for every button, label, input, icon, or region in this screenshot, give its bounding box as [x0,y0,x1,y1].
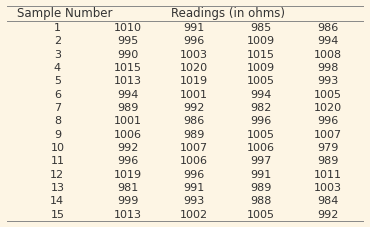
Text: 982: 982 [250,103,272,113]
Text: 996: 996 [117,156,138,166]
Text: 1008: 1008 [313,50,342,60]
Text: 1019: 1019 [114,170,142,180]
Text: 992: 992 [184,103,205,113]
Text: 1020: 1020 [313,103,342,113]
Text: 1010: 1010 [114,23,142,33]
Text: 1006: 1006 [247,143,275,153]
Text: Readings (in ohms): Readings (in ohms) [171,7,285,20]
Text: 12: 12 [50,170,64,180]
Text: 1005: 1005 [313,90,342,100]
Text: 1020: 1020 [180,63,208,73]
Text: 989: 989 [250,183,272,193]
Text: 1005: 1005 [247,76,275,86]
Text: 1005: 1005 [247,130,275,140]
Text: 1003: 1003 [313,183,342,193]
Text: 984: 984 [317,196,338,206]
Text: 995: 995 [117,36,138,46]
Text: 1005: 1005 [247,210,275,220]
Text: 1001: 1001 [114,116,142,126]
Text: 989: 989 [117,103,138,113]
Text: 999: 999 [117,196,138,206]
Text: 998: 998 [317,63,338,73]
Text: 13: 13 [50,183,64,193]
Text: 14: 14 [50,196,64,206]
Text: 979: 979 [317,143,338,153]
Text: 1001: 1001 [180,90,208,100]
Text: 15: 15 [50,210,64,220]
Text: 1015: 1015 [247,50,275,60]
Text: 1009: 1009 [247,36,275,46]
Text: 1011: 1011 [313,170,342,180]
Text: 1006: 1006 [114,130,142,140]
Text: 2: 2 [54,36,61,46]
Text: 7: 7 [54,103,61,113]
Text: 989: 989 [184,130,205,140]
Text: 988: 988 [250,196,272,206]
Text: Sample Number: Sample Number [17,7,112,20]
Text: 986: 986 [317,23,338,33]
Text: 10: 10 [50,143,64,153]
Text: 6: 6 [54,90,61,100]
Text: 8: 8 [54,116,61,126]
Text: 5: 5 [54,76,61,86]
Text: 1002: 1002 [180,210,208,220]
Text: 3: 3 [54,50,61,60]
Text: 1015: 1015 [114,63,142,73]
Text: 994: 994 [117,90,138,100]
Text: 11: 11 [50,156,64,166]
Text: 996: 996 [184,36,205,46]
Text: 996: 996 [184,170,205,180]
Text: 1006: 1006 [180,156,208,166]
Text: 986: 986 [184,116,205,126]
Text: 1003: 1003 [180,50,208,60]
Text: 991: 991 [184,23,205,33]
Text: 1013: 1013 [114,76,142,86]
Text: 981: 981 [117,183,138,193]
Text: 1007: 1007 [180,143,208,153]
Text: 996: 996 [250,116,272,126]
Text: 1007: 1007 [313,130,342,140]
Text: 1: 1 [54,23,61,33]
Text: 1009: 1009 [247,63,275,73]
Text: 1013: 1013 [114,210,142,220]
Text: 991: 991 [184,183,205,193]
Text: 994: 994 [250,90,272,100]
Text: 994: 994 [317,36,338,46]
Text: 993: 993 [184,196,205,206]
Text: 985: 985 [250,23,272,33]
Text: 997: 997 [250,156,272,166]
Text: 9: 9 [54,130,61,140]
Text: 992: 992 [117,143,138,153]
Text: 992: 992 [317,210,338,220]
Text: 990: 990 [117,50,138,60]
Text: 989: 989 [317,156,338,166]
Text: 991: 991 [250,170,272,180]
Text: 996: 996 [317,116,338,126]
Text: 4: 4 [54,63,61,73]
Text: 993: 993 [317,76,338,86]
Text: 1019: 1019 [180,76,208,86]
